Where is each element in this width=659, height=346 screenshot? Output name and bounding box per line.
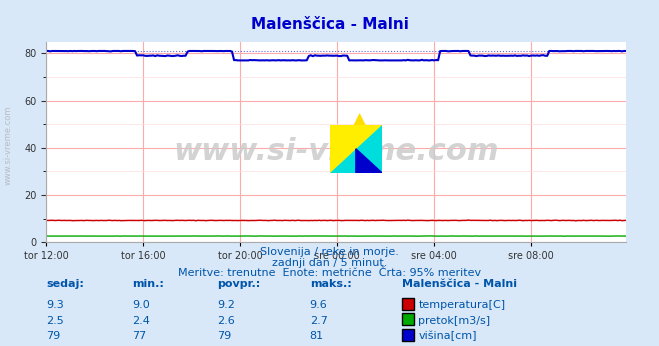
Text: višina[cm]: višina[cm] bbox=[418, 331, 477, 341]
Text: maks.:: maks.: bbox=[310, 279, 351, 289]
Text: Malenščica - Malni: Malenščica - Malni bbox=[402, 279, 517, 289]
Text: 79: 79 bbox=[46, 331, 61, 341]
Polygon shape bbox=[330, 125, 382, 173]
Text: Meritve: trenutne  Enote: metrične  Črta: 95% meritev: Meritve: trenutne Enote: metrične Črta: … bbox=[178, 268, 481, 278]
Text: 9.2: 9.2 bbox=[217, 300, 235, 310]
Text: ▲: ▲ bbox=[350, 110, 369, 134]
Text: povpr.:: povpr.: bbox=[217, 279, 261, 289]
Text: temperatura[C]: temperatura[C] bbox=[418, 300, 505, 310]
Text: sedaj:: sedaj: bbox=[46, 279, 84, 289]
Text: 2.6: 2.6 bbox=[217, 316, 235, 326]
Polygon shape bbox=[330, 125, 382, 173]
Text: 9.0: 9.0 bbox=[132, 300, 150, 310]
Text: zadnji dan / 5 minut.: zadnji dan / 5 minut. bbox=[272, 258, 387, 268]
Text: 77: 77 bbox=[132, 331, 146, 341]
Text: min.:: min.: bbox=[132, 279, 163, 289]
Text: 81: 81 bbox=[310, 331, 324, 341]
Text: 9.6: 9.6 bbox=[310, 300, 328, 310]
Text: 2.4: 2.4 bbox=[132, 316, 150, 326]
Text: 2.5: 2.5 bbox=[46, 316, 64, 326]
Text: 2.7: 2.7 bbox=[310, 316, 328, 326]
Text: 79: 79 bbox=[217, 331, 232, 341]
Text: 9.3: 9.3 bbox=[46, 300, 64, 310]
Text: www.si-vreme.com: www.si-vreme.com bbox=[173, 137, 499, 166]
Polygon shape bbox=[356, 149, 382, 173]
Text: www.si-vreme.com: www.si-vreme.com bbox=[3, 106, 13, 185]
Text: pretok[m3/s]: pretok[m3/s] bbox=[418, 316, 490, 326]
Text: Slovenija / reke in morje.: Slovenija / reke in morje. bbox=[260, 247, 399, 257]
Text: Malenščica - Malni: Malenščica - Malni bbox=[250, 17, 409, 32]
